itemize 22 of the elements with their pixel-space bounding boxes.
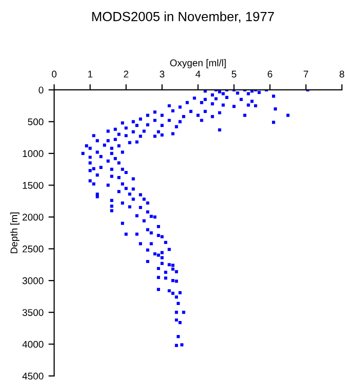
x-tick-label: 4	[196, 70, 200, 78]
x-tick-label: 7	[304, 70, 308, 78]
y-tick-label: 4000	[22, 340, 44, 348]
x-tick-label: 1	[88, 70, 92, 78]
y-tick-label: 2500	[22, 246, 44, 252]
x-tick-label: 6	[268, 70, 272, 78]
y-tick-label: 4500	[22, 372, 44, 380]
x-tick-label: 5	[232, 70, 236, 78]
y-tick-label: 1500	[22, 182, 44, 189]
y-tick-label: 500	[28, 118, 44, 126]
chart-title: MODS2005 in November, 1977	[92, 12, 274, 23]
y-tick-label: 1000	[22, 150, 44, 158]
x-tick-label: 0	[52, 70, 56, 78]
y-tick-label: 3000	[22, 277, 44, 284]
y-axis-title: Depth [m]	[10, 212, 20, 254]
y-tick-label: 2000	[22, 214, 44, 221]
x-tick-label: 8	[340, 70, 344, 78]
y-tick-label: 0	[38, 86, 44, 94]
y-tick-label: 3500	[22, 309, 44, 316]
x-tick-label: 3	[160, 70, 164, 78]
x-axis-title: Oxygen [ml/l]	[170, 59, 226, 68]
x-tick-label: 2	[124, 70, 128, 78]
